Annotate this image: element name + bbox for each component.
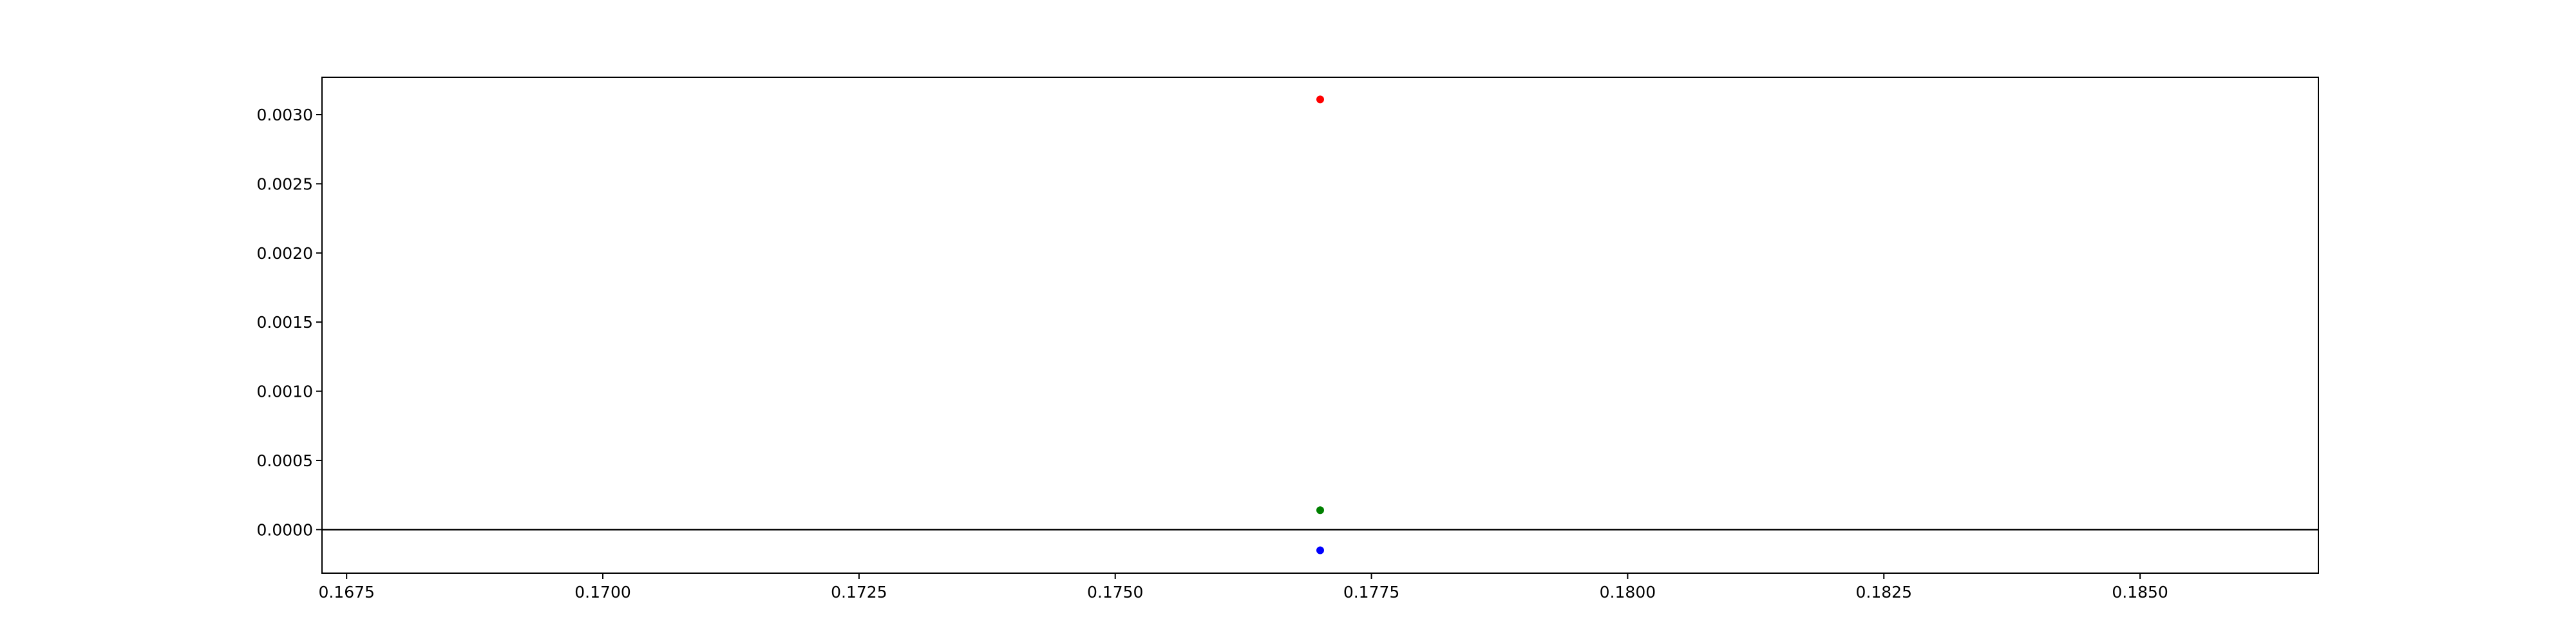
x-tick-label: 0.1825	[1856, 583, 1912, 601]
y-axis: 0.0000 0.0005 0.0010 0.0015 0.0020 0.0025 0.00…	[257, 106, 322, 539]
x-axis: 0.1675 0.1700 0.1725 0.1750 0.1775 0.1800 0.18…	[318, 573, 2168, 601]
y-tick-label: 0.0005	[257, 451, 313, 470]
x-tick-label: 0.1750	[1087, 583, 1143, 601]
data-points	[1316, 95, 1324, 554]
scatter-point	[1316, 95, 1324, 104]
plot-frame	[321, 77, 2319, 574]
y-tick-label: 0.0000	[257, 520, 313, 539]
x-tick-label: 0.1850	[2112, 583, 2168, 601]
y-tick-label: 0.0025	[257, 175, 313, 193]
y-tick-label: 0.0015	[257, 313, 313, 332]
scatter-point	[1316, 506, 1324, 515]
y-tick-label: 0.0030	[257, 106, 313, 124]
x-tick-label: 0.1725	[831, 583, 887, 601]
plot-area	[322, 77, 2318, 573]
x-tick-label: 0.1675	[318, 583, 374, 601]
y-tick-label: 0.0010	[257, 383, 313, 401]
x-tick-label: 0.1800	[1600, 583, 1656, 601]
y-tick-label: 0.0020	[257, 244, 313, 263]
x-tick-label: 0.1775	[1343, 583, 1399, 601]
x-tick-label: 0.1700	[574, 583, 630, 601]
scatter-point	[1316, 546, 1324, 554]
